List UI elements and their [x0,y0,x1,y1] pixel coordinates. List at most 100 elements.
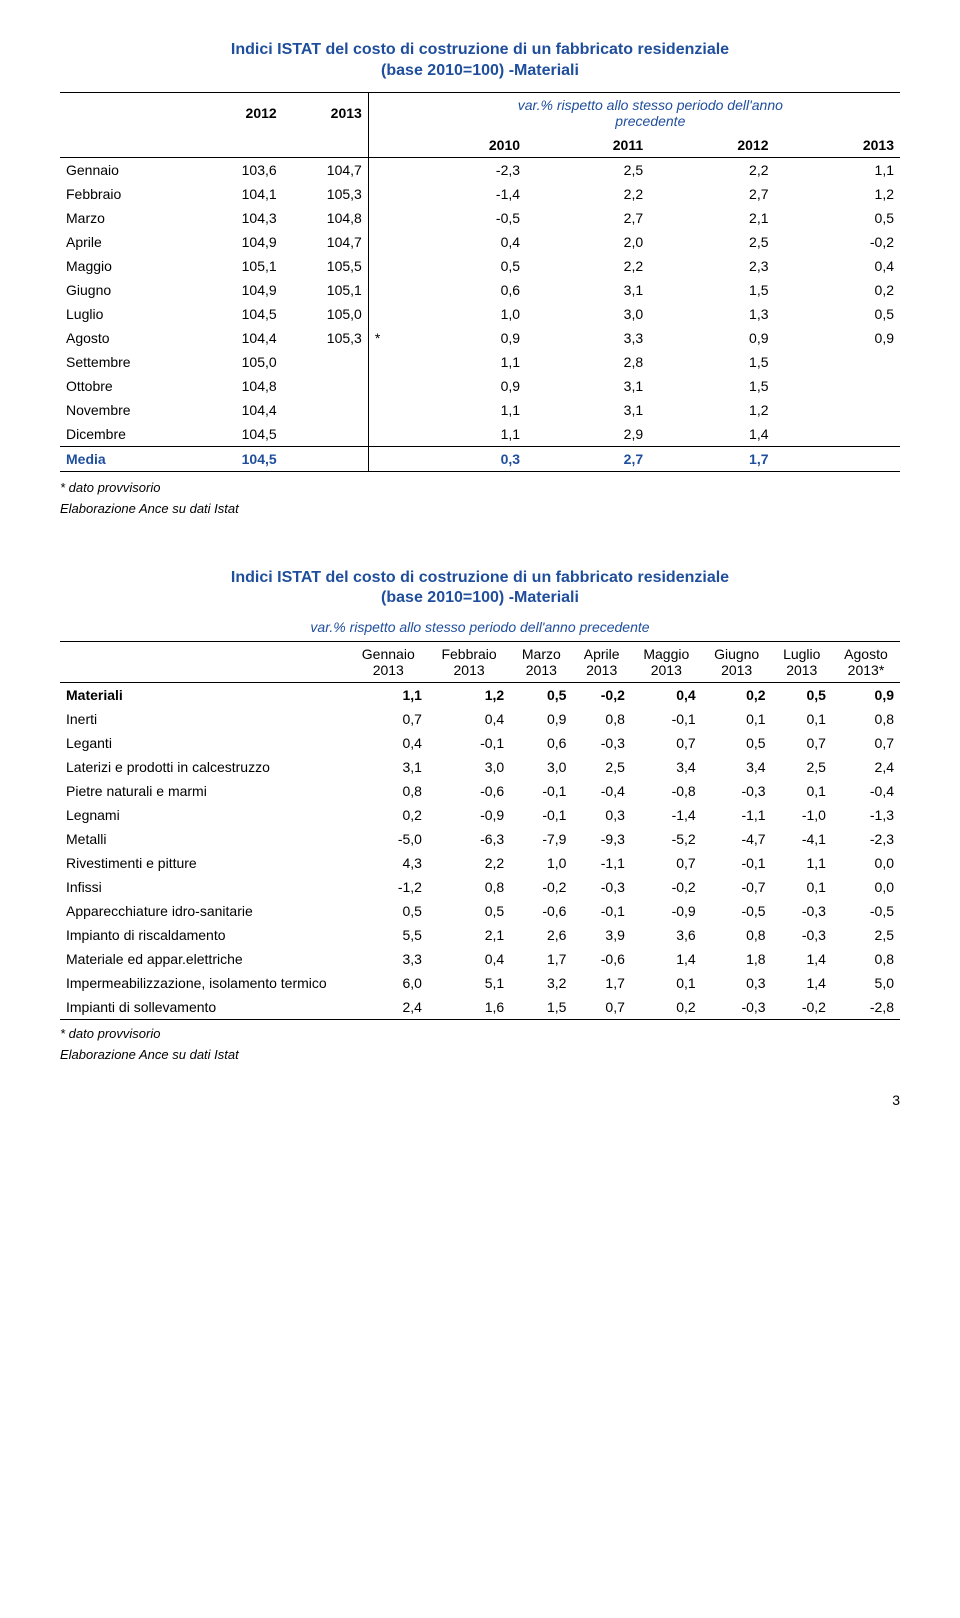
table2-title: Indici ISTAT del costo di costruzione di… [60,568,900,610]
table-row: Legnami0,2-0,9-0,10,3-1,4-1,1-1,0-1,3 [60,803,900,827]
cell: 3,4 [631,755,702,779]
row-label: Novembre [60,398,198,422]
cell: -0,1 [510,803,572,827]
cell: -0,6 [428,779,510,803]
cell: 105,5 [283,254,369,278]
table-row: Impermeabilizzazione, isolamento termico… [60,971,900,995]
row-label: Leganti [60,731,349,755]
cell: 0,5 [428,899,510,923]
cell: 3,9 [572,923,630,947]
cell: -1,1 [702,803,772,827]
cell: 0,5 [349,899,428,923]
cell: -0,2 [572,683,630,708]
cell: 0,8 [428,875,510,899]
cell: 0,8 [349,779,428,803]
cell: 2,3 [649,254,774,278]
row-label: Materiale ed appar.elettriche [60,947,349,971]
cell [368,446,400,471]
cell: -0,9 [428,803,510,827]
cell: 104,4 [198,398,283,422]
cell: 0,2 [349,803,428,827]
cell: 2,5 [526,157,649,182]
cell: 0,3 [572,803,630,827]
cell: 0,4 [401,230,526,254]
cell: 1,4 [772,971,832,995]
cell: -0,3 [572,875,630,899]
cell: 104,7 [283,230,369,254]
row-label: Settembre [60,350,198,374]
cell: 104,5 [198,422,283,447]
cell: 0,2 [702,683,772,708]
cell: 0,5 [401,254,526,278]
cell: 2,9 [526,422,649,447]
row-label: Laterizi e prodotti in calcestruzzo [60,755,349,779]
cell: 2,6 [510,923,572,947]
col-header: Agosto2013* [832,642,900,683]
cell [283,374,369,398]
table-row: Materiale ed appar.elettriche3,30,41,7-0… [60,947,900,971]
cell: 3,3 [349,947,428,971]
cell: 5,1 [428,971,510,995]
cell: 0,7 [832,731,900,755]
cell [775,374,901,398]
cell: -9,3 [572,827,630,851]
cell [368,398,400,422]
cell: -1,2 [349,875,428,899]
cell: -4,7 [702,827,772,851]
col-header: Aprile2013 [572,642,630,683]
cell: 2,7 [526,446,649,471]
row-label: Ottobre [60,374,198,398]
cell: 3,0 [526,302,649,326]
cell: 0,7 [572,995,630,1020]
cell: 3,6 [631,923,702,947]
cell: 2,2 [526,254,649,278]
cell: 1,2 [649,398,774,422]
row-label: Impianto di riscaldamento [60,923,349,947]
cell: -6,3 [428,827,510,851]
col-header: Giugno2013 [702,642,772,683]
cell [368,278,400,302]
cell: 2,8 [526,350,649,374]
cell: 1,1 [349,683,428,708]
cell: 0,3 [401,446,526,471]
cell [368,374,400,398]
cell: 104,3 [198,206,283,230]
cell [368,230,400,254]
cell [775,422,901,447]
table1: 2012 2013 var.% rispetto allo stesso per… [60,92,900,472]
cell: 0,6 [401,278,526,302]
cell: 1,1 [772,851,832,875]
cell: -0,5 [702,899,772,923]
cell: 104,9 [198,230,283,254]
t1-note2: Elaborazione Ance su dati Istat [60,501,900,516]
cell: -0,7 [702,875,772,899]
col-header: Marzo2013 [510,642,572,683]
cell: 2,1 [649,206,774,230]
row-label: Rivestimenti e pitture [60,851,349,875]
cell: 0,9 [401,374,526,398]
row-label: Gennaio [60,157,198,182]
cell: 3,3 [526,326,649,350]
cell [368,182,400,206]
cell: -0,1 [702,851,772,875]
cell: 104,7 [283,157,369,182]
row-label: Giugno [60,278,198,302]
cell: 0,2 [631,995,702,1020]
cell: 2,2 [526,182,649,206]
cell: 0,9 [401,326,526,350]
cell: * [368,326,400,350]
cell [775,446,901,471]
table-row: Impianti di sollevamento2,41,61,50,70,2-… [60,995,900,1020]
cell: 0,9 [832,683,900,708]
cell: 3,1 [526,374,649,398]
table-row: Giugno104,9105,10,63,11,50,2 [60,278,900,302]
cell: 3,1 [349,755,428,779]
table-row: Inerti0,70,40,90,8-0,10,10,10,8 [60,707,900,731]
table-row: Luglio104,5105,01,03,01,30,5 [60,302,900,326]
cell: 1,1 [401,398,526,422]
row-label: Infissi [60,875,349,899]
t2-note2: Elaborazione Ance su dati Istat [60,1047,900,1062]
cell: 0,0 [832,875,900,899]
cell: -0,3 [702,995,772,1020]
table-row: Gennaio103,6104,7-2,32,52,21,1 [60,157,900,182]
